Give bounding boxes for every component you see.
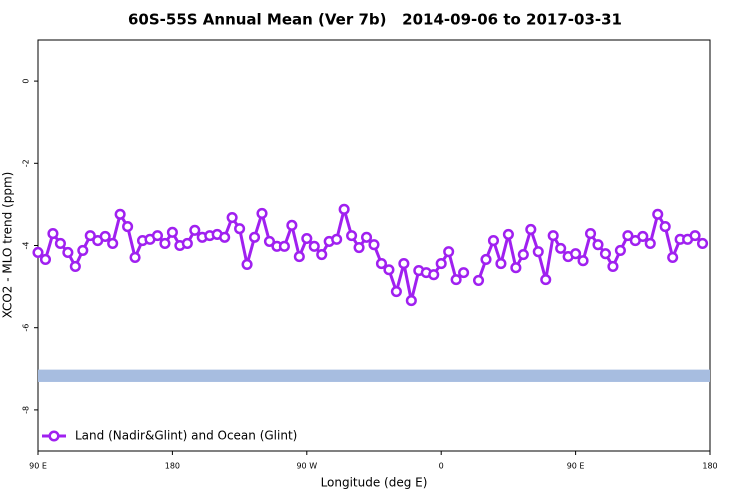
data-point [607,260,619,273]
data-point [570,248,582,260]
x-tick-label: 0 [439,462,444,471]
data-point [353,242,365,254]
y-tick-label: -6 [22,324,31,332]
data-point [122,221,134,233]
y-tick-label: 0 [22,79,31,84]
data-point [667,251,679,263]
data-point [555,242,567,254]
data-point [99,230,111,243]
data-point [39,253,52,266]
data-point [637,230,649,243]
data-point [428,269,440,281]
data-point [443,246,455,258]
data-point [77,244,89,256]
data-point [151,230,164,242]
legend-label: Land (Nadir&Glint) and Ocean (Glint) [75,429,297,443]
data-point [435,258,447,270]
data-point [375,258,388,270]
data-point [659,221,671,233]
data-point [360,231,373,243]
data-point [159,237,171,249]
data-point [107,237,119,249]
data-point [622,230,634,242]
data-point [502,228,514,240]
data-point [181,237,193,249]
data-point [696,237,709,249]
data-point [286,219,298,231]
data-point [248,231,261,243]
data-point [331,233,343,245]
data-point [32,246,44,259]
data-point [346,230,358,242]
data-point [368,239,380,251]
data-point [398,258,410,270]
x-tick-label: 180 [165,462,180,471]
data-point [644,237,656,249]
data-point [219,231,231,243]
data-point [84,230,96,242]
data-point [241,258,253,270]
data-point [450,274,462,286]
data-point [293,251,305,263]
data-point [652,208,664,220]
data-point [166,226,178,238]
data-point [480,253,492,266]
data-point [584,228,597,240]
data-point [256,207,268,219]
y-axis-label: XCO2 - MLO trend (ppm) [1,172,15,319]
data-point [487,235,500,247]
y-tick-label: -4 [22,242,31,250]
data-point [405,295,417,307]
data-point [614,244,626,256]
data-point [62,246,74,259]
legend-marker [48,430,60,442]
data-point [592,239,604,251]
data-point [308,240,320,252]
data-point [547,230,559,242]
data-point [263,235,276,247]
data-point [532,246,544,258]
chart-title: 60S-55S Annual Mean (Ver 7b) 2014-09-06 … [128,11,622,29]
y-tick-label: -8 [22,406,31,414]
x-tick-label: 180 [702,462,717,471]
data-point [338,203,350,215]
data-point [226,212,238,224]
data-point [458,267,470,279]
data-point [517,248,529,261]
data-point [383,264,395,276]
data-point [599,248,612,260]
data-point [525,223,537,236]
data-point [47,228,59,240]
x-tick-label: 90 W [296,462,317,471]
data-point [54,237,66,249]
x-tick-label: 90 E [29,462,47,471]
data-point [510,262,522,274]
data-point [234,223,246,235]
x-tick-label: 90 E [567,462,585,471]
data-point [69,260,81,273]
data-point [390,285,402,298]
data-point [114,208,126,220]
data-point [472,274,485,286]
data-point [301,232,313,245]
data-point [189,224,201,236]
data-point [278,240,290,252]
data-point [129,251,141,263]
data-point [316,248,328,261]
x-axis-label: Longitude (deg E) [321,476,428,490]
data-point [495,258,507,270]
y-tick-label: -2 [22,159,31,167]
reference-band [38,369,710,382]
data-point [577,255,589,267]
data-point [540,274,552,286]
data-point [689,230,701,242]
